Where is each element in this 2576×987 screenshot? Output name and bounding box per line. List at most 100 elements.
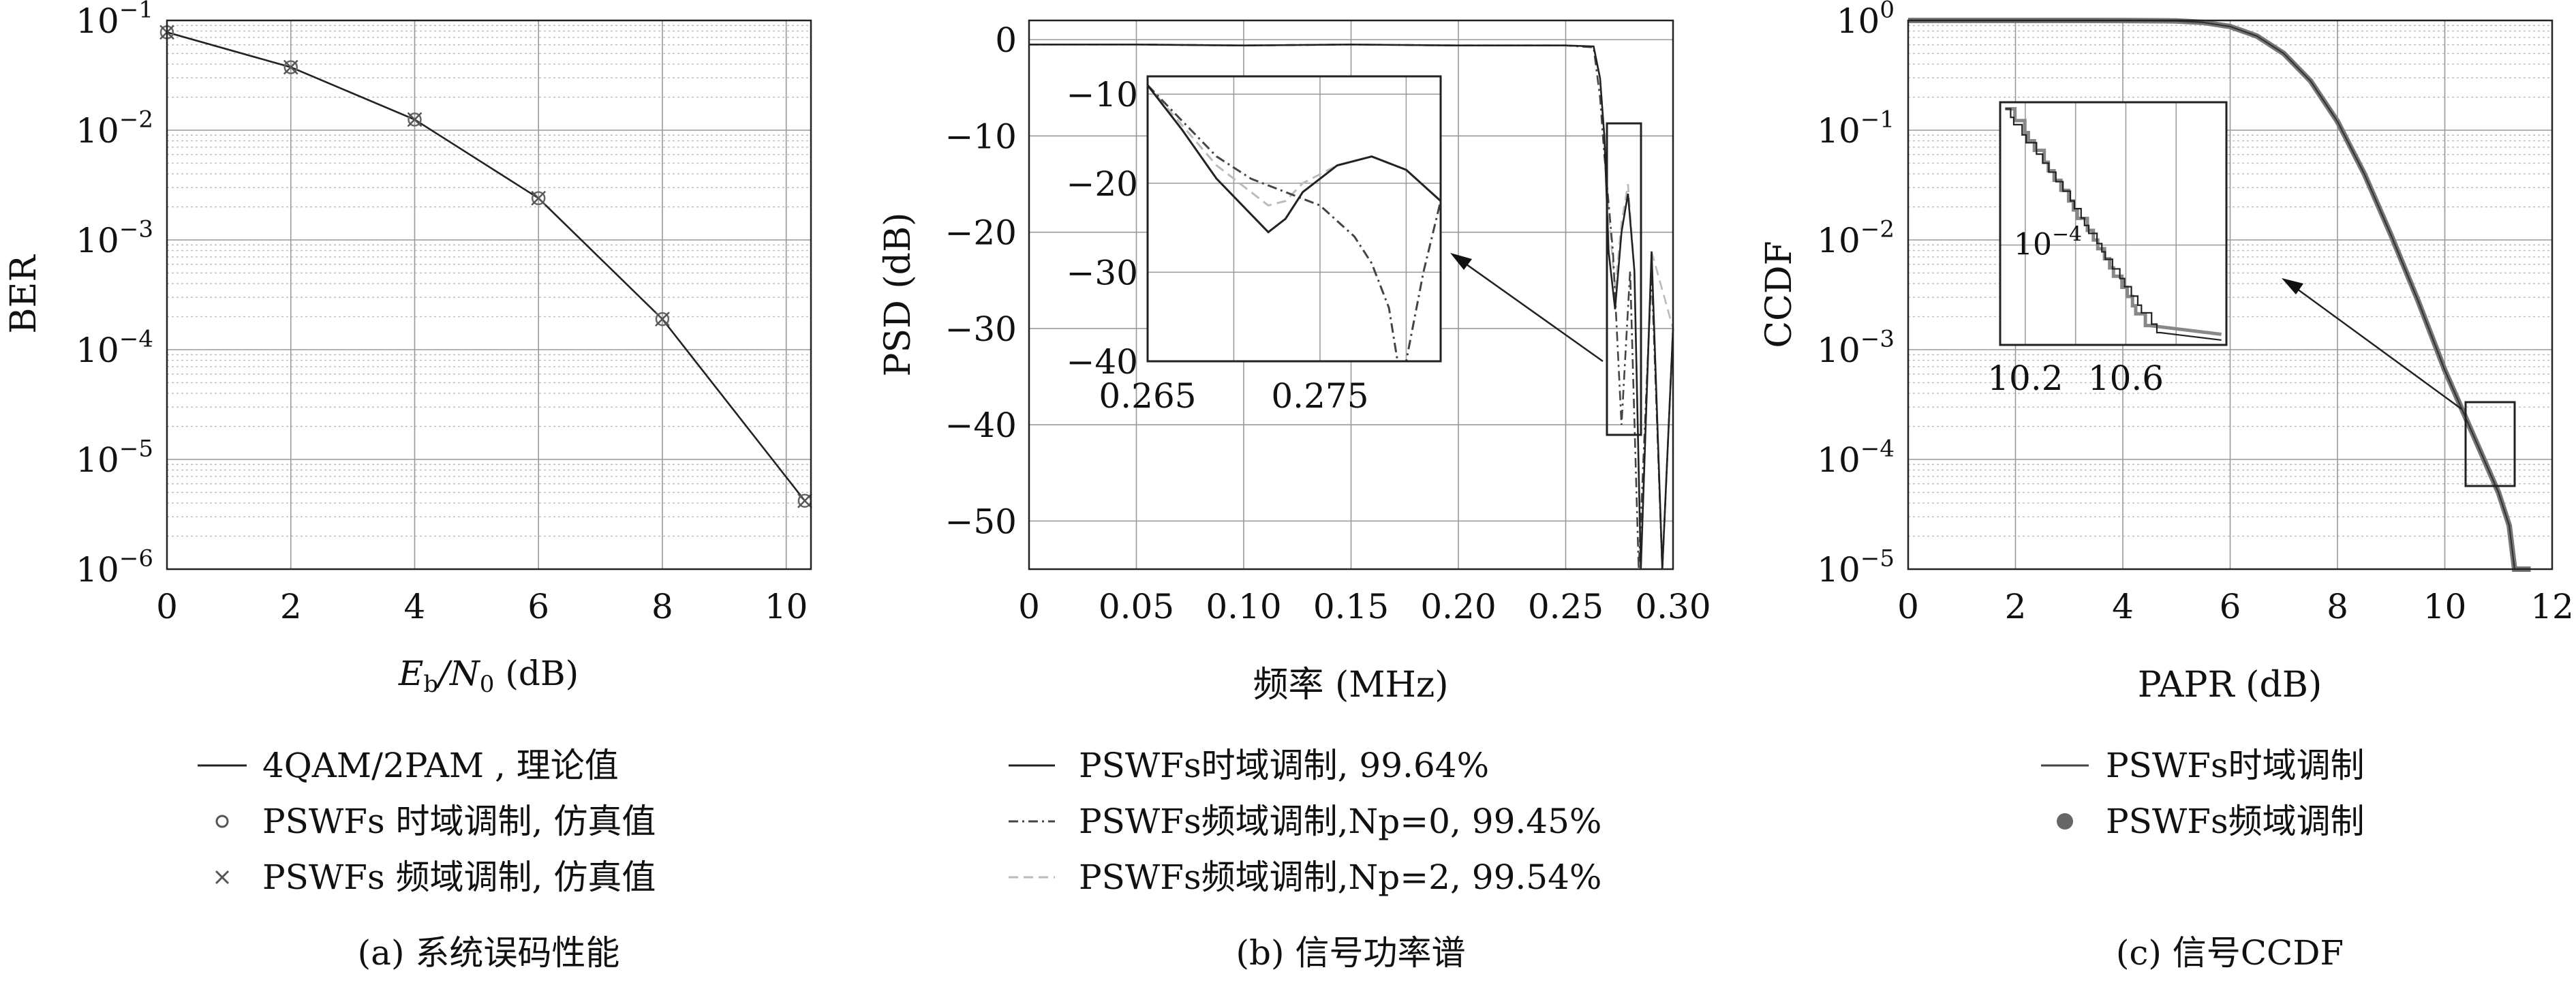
y-tick-label: 10−1 <box>76 0 153 41</box>
x-tick-label: 2 <box>2005 587 2027 626</box>
panel-a-y-label: BER <box>3 254 44 333</box>
x-tick-label: 10 <box>765 587 808 626</box>
x-tick-label: 0.30 <box>1635 587 1711 626</box>
panel-c-frame <box>1907 19 2554 571</box>
panel-c-y-ticks: 100 10−1 10−2 10−3 10−4 10−5 <box>1817 0 1895 590</box>
panel-b-x-ticks: 0 0.05 0.10 0.15 0.20 0.25 0.30 <box>1018 587 1711 626</box>
marker-stroke <box>407 112 423 127</box>
legend-a-x-marker <box>215 870 230 885</box>
marker-stroke <box>531 190 547 206</box>
theory-line <box>166 31 806 502</box>
panel-b-x-label: 频率 (MHz) <box>1253 665 1448 705</box>
panel-c-legend: PSWFs时域调制 PSWFs频域调制 <box>2041 746 2365 841</box>
panel-b-caption: (b) 信号功率谱 <box>1236 933 1466 973</box>
panel-c-inset-series <box>2005 107 2222 341</box>
x-tick-label: 4 <box>2112 587 2134 626</box>
legend-b-item-1: PSWFs时域调制, 99.64% <box>1079 746 1489 785</box>
x-tick-label: 0.25 <box>1528 587 1604 626</box>
y-tick-label: 10−6 <box>76 545 153 590</box>
legend-a-item-2: PSWFs 时域调制, 仿真值 <box>262 802 656 841</box>
inset-freq-trace <box>2005 107 2222 336</box>
inset-x-tick: 0.275 <box>1271 376 1368 416</box>
legend-a-item-1: 4QAM/2PAM , 理论值 <box>262 746 619 785</box>
y-tick-label: −20 <box>945 213 1017 253</box>
panel-b-inset: 0.265 0.275 −10 −20 −30 −40 <box>1066 75 1442 416</box>
panel-b-y-ticks: 0 −10 −20 −30 −40 −50 <box>945 20 1017 541</box>
y-tick-label: 10−2 <box>76 106 153 151</box>
panel-c-inset-bg <box>2000 102 2226 345</box>
panel-c-caption: (c) 信号CCDF <box>2116 933 2344 973</box>
inset-x-tick: 10.2 <box>1987 359 2063 398</box>
legend-b-item-2: PSWFs频域调制,Np=0, 99.45% <box>1079 802 1601 841</box>
panel-c-inset-ticks: 10.2 10.6 10−4 <box>1987 223 2164 398</box>
legend-c-dot-marker <box>2057 813 2073 830</box>
panel-b-zoom-arrow <box>1456 256 1604 363</box>
panel-c-zoom-box <box>2464 401 2516 487</box>
panel-a-series <box>159 25 812 508</box>
panel-a-legend: 4QAM/2PAM , 理论值 PSWFs 时域调制, 仿真值 PSWFs 频域… <box>198 746 656 897</box>
panel-b-psd: 0 0.05 0.10 0.15 0.20 0.25 0.30 0 −10 −20 −30 −40 −… <box>878 19 1711 973</box>
inset-time-trace <box>2005 108 2222 341</box>
y-tick-label: 10−3 <box>76 216 153 261</box>
inset-y-tick: −30 <box>1066 253 1138 292</box>
panel-c-zoom-arrow <box>2289 282 2462 410</box>
y-tick-label: −10 <box>945 117 1017 156</box>
y-tick-label: −40 <box>945 406 1017 445</box>
x-tick-label: 0.10 <box>1206 587 1281 626</box>
sim-freq-marker <box>283 59 298 75</box>
y-tick-label: 10−4 <box>1817 436 1895 481</box>
y-tick-label: 0 <box>995 20 1017 60</box>
y-tick-label: 10−5 <box>1817 545 1895 590</box>
panel-a-grid <box>166 20 811 570</box>
y-tick-label: 10−2 <box>1817 216 1895 261</box>
x-tick-label: 0 <box>1897 587 1919 626</box>
inset-y-tick: 10−4 <box>2014 223 2082 262</box>
panel-b-legend: PSWFs时域调制, 99.64% PSWFs频域调制,Np=0, 99.45%… <box>1009 746 1601 897</box>
panel-a-caption: (a) 系统误码性能 <box>358 933 620 973</box>
inset-y-tick: −40 <box>1066 342 1138 382</box>
panel-c-ccdf: 0 2 4 6 8 10 12 100 10−1 10−2 10−3 10−4 10−5 CCDF P… <box>1759 0 2574 973</box>
y-tick-label: 100 <box>1837 0 1895 41</box>
sim-freq-marker <box>797 493 812 508</box>
x-tick-label: 2 <box>280 587 302 626</box>
panel-a-frame <box>166 19 812 571</box>
x-tick-label: 0 <box>1018 587 1040 626</box>
panel-b-inset-grid <box>1148 76 1441 361</box>
marker-stroke <box>283 59 298 75</box>
x-tick-label: 8 <box>2327 587 2348 626</box>
panel-b-arrow-head <box>1450 253 1472 270</box>
inset-series-solid <box>1146 85 1442 234</box>
panel-c-series <box>1907 18 2531 572</box>
panel-a-ber: 0 2 4 6 8 10 10−1 10−2 10−3 10−4 10−5 10−6 BER Eb/… <box>3 0 812 973</box>
y-tick-label: 10−1 <box>1817 106 1895 151</box>
sim-freq-marker <box>531 190 547 206</box>
inset-y-tick: −10 <box>1066 75 1138 115</box>
panel-b-frame <box>1028 19 1674 571</box>
y-tick-label: −30 <box>945 309 1017 349</box>
panel-c-inset-frame <box>1999 101 2228 346</box>
panel-c-x-label: PAPR (dB) <box>2138 665 2322 705</box>
inset-x-tick: 0.265 <box>1099 376 1196 416</box>
x-tick-label: 0.15 <box>1313 587 1389 626</box>
x-tick-label: 8 <box>651 587 673 626</box>
x-tick-label: 0 <box>156 587 178 626</box>
panel-b-inset-frame <box>1146 75 1442 363</box>
sim-time-marker <box>531 191 546 206</box>
sim-time-marker <box>655 312 670 327</box>
panel-a-x-ticks: 0 2 4 6 8 10 <box>156 587 808 626</box>
panel-b-inset-bg <box>1148 76 1441 361</box>
inset-x-tick: 10.6 <box>2088 359 2164 398</box>
x-tick-label: 0.05 <box>1099 587 1174 626</box>
panel-c-x-ticks: 0 2 4 6 8 10 12 <box>1897 587 2574 626</box>
legend-c-item-1: PSWFs时域调制 <box>2106 746 2365 785</box>
x-tick-label: 6 <box>2220 587 2241 626</box>
marker-stroke <box>797 493 812 508</box>
legend-a-circle-marker <box>215 815 229 828</box>
panel-b-zoom-box <box>1606 122 1642 436</box>
marker-stroke <box>655 312 670 327</box>
sim-freq-marker <box>655 312 670 327</box>
x-tick-label: 12 <box>2530 587 2574 626</box>
y-tick-label: 10−4 <box>76 326 153 371</box>
panel-c-arrow-head <box>2282 278 2303 294</box>
